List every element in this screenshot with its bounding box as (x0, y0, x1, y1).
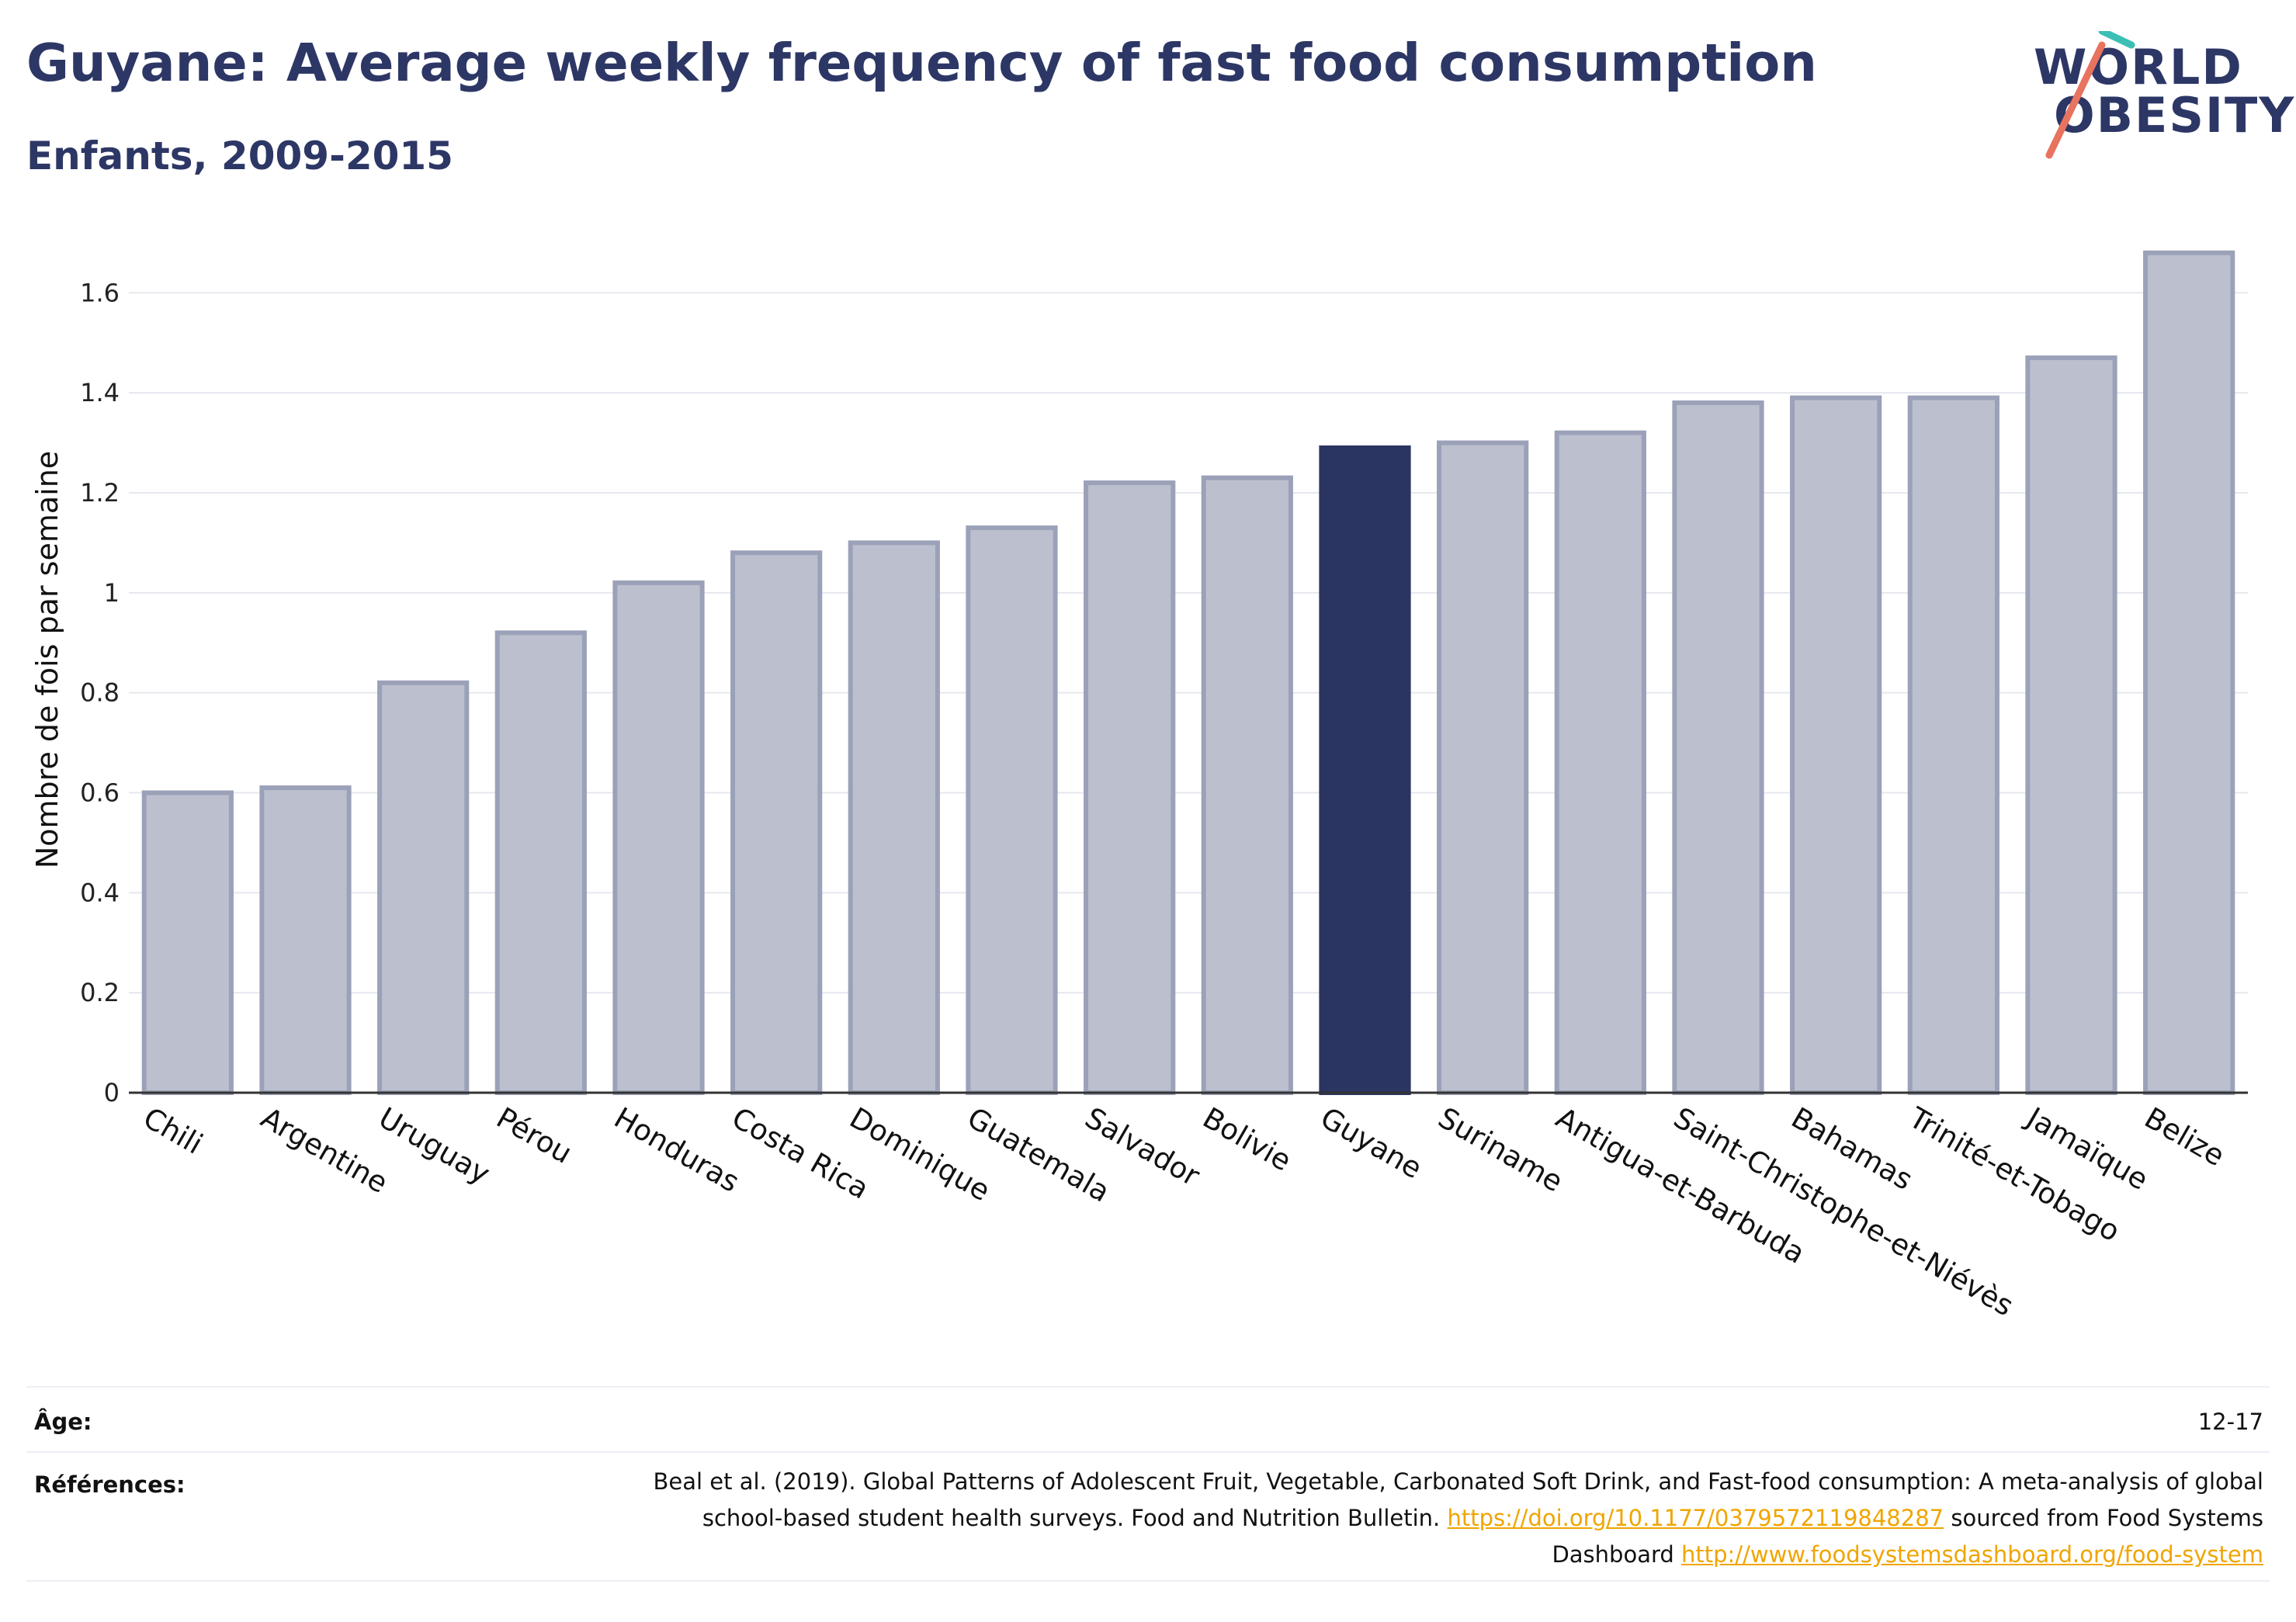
y-tick-label: 0.8 (80, 678, 120, 708)
references-text: Beal et al. (2019). Global Patterns of A… (587, 1464, 2263, 1573)
x-tick-label: Argentine (255, 1101, 394, 1201)
y-tick-label: 1.6 (80, 278, 120, 307)
bars (141, 250, 2235, 1095)
bar-dominique[interactable] (848, 540, 940, 1095)
grid-lines (129, 292, 2248, 994)
y-tick-label: 0.4 (80, 878, 120, 907)
x-tick-label: Bolivie (1197, 1101, 1296, 1178)
doi-link[interactable]: https://doi.org/10.1177/0379572119848287 (1447, 1505, 1944, 1531)
x-tick-label: Belize (2139, 1101, 2231, 1173)
x-tick-label: Uruguay (373, 1101, 496, 1191)
x-tick-label: Trinité-et-Tobago (1902, 1100, 2125, 1248)
y-axis-label: Nombre de fois par semaine (30, 451, 64, 868)
y-tick-label: 1 (104, 578, 120, 608)
bar-trinit-et-tobago[interactable] (1907, 395, 1999, 1095)
bar-honduras[interactable] (612, 580, 705, 1095)
y-axis-ticks: 0 0.2 0.4 0.6 0.8 1 1.2 1.4 1.6 (80, 278, 120, 1107)
bar-belize[interactable] (2143, 250, 2235, 1095)
bar-chart: 0 0.2 0.4 0.6 0.8 1 1.2 1.4 1.6 Chili ArgentineUr… (30, 250, 2248, 1323)
footer-divider (26, 1386, 2270, 1388)
x-tick-label: Suriname (1433, 1101, 1569, 1199)
bar-chili[interactable] (141, 790, 234, 1095)
logo-slash-icon (2045, 31, 2135, 159)
footer-divider (26, 1580, 2270, 1582)
y-tick-label: 1.2 (80, 478, 120, 508)
x-tick-label: Chili (137, 1101, 208, 1161)
age-label: Âge: (34, 1409, 92, 1435)
y-tick-label: 0.2 (80, 978, 120, 1007)
bar-saint-christophe-et-ni-v-s[interactable] (1672, 400, 1764, 1095)
dashboard-link[interactable]: http://www.foodsystemsdashboard.org/food… (1681, 1541, 2263, 1568)
chart-subtitle: Enfants, 2009-2015 (26, 133, 453, 178)
bar-bahamas[interactable] (1790, 395, 1882, 1095)
y-tick-label: 0.6 (80, 778, 120, 807)
bar-antigua-et-barbuda[interactable] (1554, 430, 1646, 1095)
bar-argentine[interactable] (259, 785, 352, 1095)
footer-divider (26, 1451, 2270, 1453)
y-tick-label: 0 (104, 1078, 120, 1107)
x-tick-label: Pérou (491, 1101, 577, 1170)
logo-word-obesity: OBESITY (2054, 87, 2296, 144)
chart-title: Guyane: Average weekly frequency of fast… (26, 33, 1817, 93)
bar-salvador[interactable] (1084, 480, 1176, 1095)
references-citation: Beal et al. (2019). Global Patterns of A… (653, 1468, 2263, 1531)
bar-guatemala[interactable] (966, 525, 1058, 1095)
bar-guyane[interactable] (1319, 445, 1411, 1095)
bar-costa-rica[interactable] (730, 550, 823, 1095)
bar-suriname[interactable] (1437, 440, 1529, 1095)
bar-uruguay[interactable] (377, 680, 470, 1095)
age-value: 12-17 (2197, 1409, 2263, 1435)
x-tick-label: Honduras (609, 1101, 745, 1199)
y-tick-label: 1.4 (80, 378, 120, 407)
logo-word-world: WORLD (2034, 39, 2243, 95)
references-label: Références: (34, 1471, 186, 1498)
world-obesity-logo[interactable]: WORLD OBESITY (2018, 31, 2294, 163)
references-source: sourced from Food Systems Dashboard (1552, 1505, 2263, 1568)
bar-jama-que[interactable] (2025, 355, 2117, 1095)
x-tick-label: Guyane (1315, 1101, 1427, 1186)
bar-bolivie[interactable] (1201, 475, 1293, 1095)
bar-p-rou[interactable] (494, 630, 587, 1095)
